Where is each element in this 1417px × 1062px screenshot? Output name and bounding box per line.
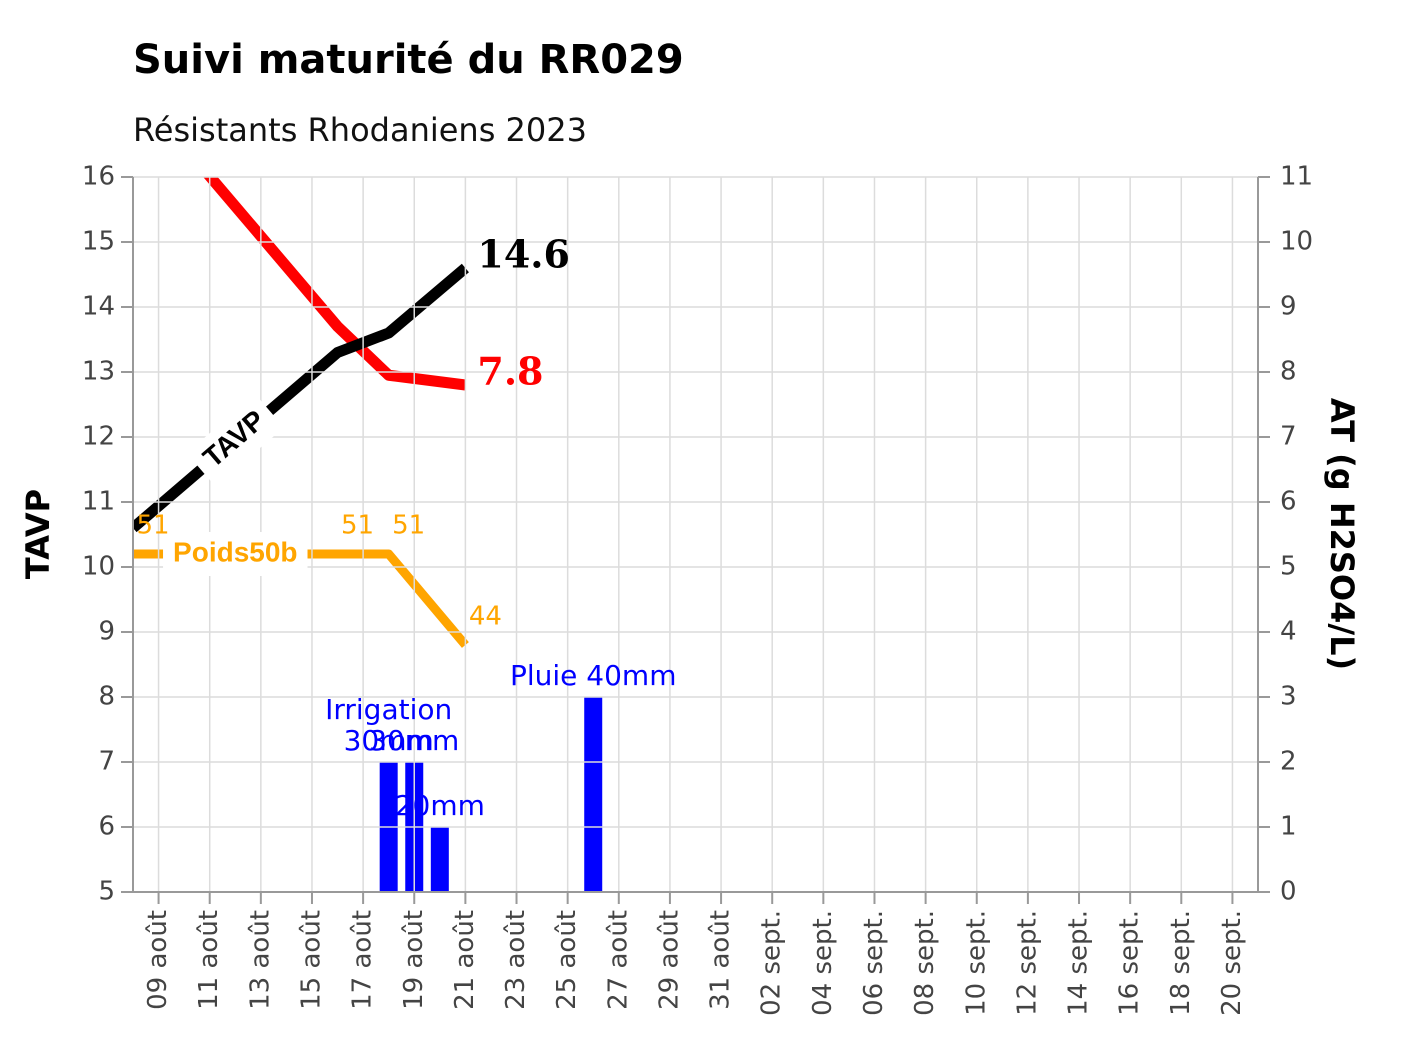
y-tick-label: 16 [82, 162, 115, 192]
data-label: 51 [136, 511, 169, 541]
x-tick-label: 16 sept. [1115, 910, 1145, 1016]
bar-label: 30mm [369, 724, 459, 757]
x-tick-label: 11 août [194, 910, 224, 1010]
y-tick-label: 5 [98, 877, 115, 907]
x-tick-label: 17 août [348, 910, 378, 1010]
y2-axis-title: AT (g H2SO4/L) [1323, 398, 1361, 670]
chart-subtitle: Résistants Rhodaniens 2023 [133, 111, 587, 149]
chart-title: Suivi maturité du RR029 [133, 37, 684, 83]
bar-label: 20mm [395, 789, 485, 822]
y-tick-label: 14 [82, 292, 115, 322]
end-label: 14.6 [477, 232, 570, 277]
plot-area [133, 177, 603, 892]
bar-label: Pluie 40mm [510, 659, 677, 692]
y-tick-label: 8 [98, 682, 115, 712]
bar [584, 697, 603, 892]
y2-tick-label: 5 [1280, 552, 1297, 582]
x-tick-label: 27 août [603, 910, 633, 1010]
y2-tick-label: 11 [1280, 162, 1313, 192]
data-label: 51 [341, 511, 374, 541]
y-tick-label: 11 [82, 487, 115, 517]
x-tick-label: 04 sept. [808, 910, 838, 1016]
x-tick-label: 13 août [245, 910, 275, 1010]
x-tick-label: 09 août [143, 910, 173, 1010]
y-tick-label: 6 [98, 812, 115, 842]
y2-tick-label: 4 [1280, 617, 1297, 647]
y2-tick-label: 9 [1280, 292, 1297, 322]
x-tick-label: 20 sept. [1217, 910, 1247, 1016]
x-tick-label: 02 sept. [757, 910, 787, 1016]
label-halo [186, 394, 284, 487]
y2-tick-label: 0 [1280, 877, 1297, 907]
series-label: Poids50b [173, 536, 297, 567]
bar [430, 827, 449, 892]
x-tick-label: 12 sept. [1012, 910, 1042, 1016]
x-tick-label: 19 août [399, 910, 429, 1010]
x-tick-label: 08 sept. [910, 910, 940, 1016]
x-tick-label: 15 août [296, 910, 326, 1010]
x-tick-label: 21 août [450, 910, 480, 1010]
label-halo [163, 532, 308, 576]
x-tick-label: 23 août [501, 910, 531, 1010]
bar-label: Irrigation 30mm [325, 693, 452, 757]
y2-tick-label: 10 [1280, 227, 1313, 257]
y-tick-label: 7 [98, 747, 115, 777]
end-label: 7.8 [477, 349, 543, 394]
data-label: 44 [469, 602, 502, 632]
x-tick-label: 25 août [552, 910, 582, 1010]
y2-tick-label: 7 [1280, 422, 1297, 452]
x-tick-label: 31 août [706, 910, 736, 1010]
y-tick-label: 15 [82, 227, 115, 257]
y-tick-label: 13 [82, 357, 115, 387]
y2-tick-label: 6 [1280, 487, 1297, 517]
x-tick-label: 10 sept. [961, 910, 991, 1016]
y2-tick-label: 8 [1280, 357, 1297, 387]
y-tick-label: 12 [82, 422, 115, 452]
y-axis-title: TAVP [19, 489, 57, 579]
y-tick-label: 9 [98, 617, 115, 647]
y2-tick-label: 3 [1280, 682, 1297, 712]
x-tick-label: 06 sept. [859, 910, 889, 1016]
data-label: 51 [392, 511, 425, 541]
x-tick-label: 29 août [654, 910, 684, 1010]
x-tick-label: 18 sept. [1166, 910, 1196, 1016]
y2-tick-label: 1 [1280, 812, 1297, 842]
y-tick-label: 10 [82, 552, 115, 582]
y2-tick-label: 2 [1280, 747, 1297, 777]
x-tick-label: 14 sept. [1064, 910, 1094, 1016]
